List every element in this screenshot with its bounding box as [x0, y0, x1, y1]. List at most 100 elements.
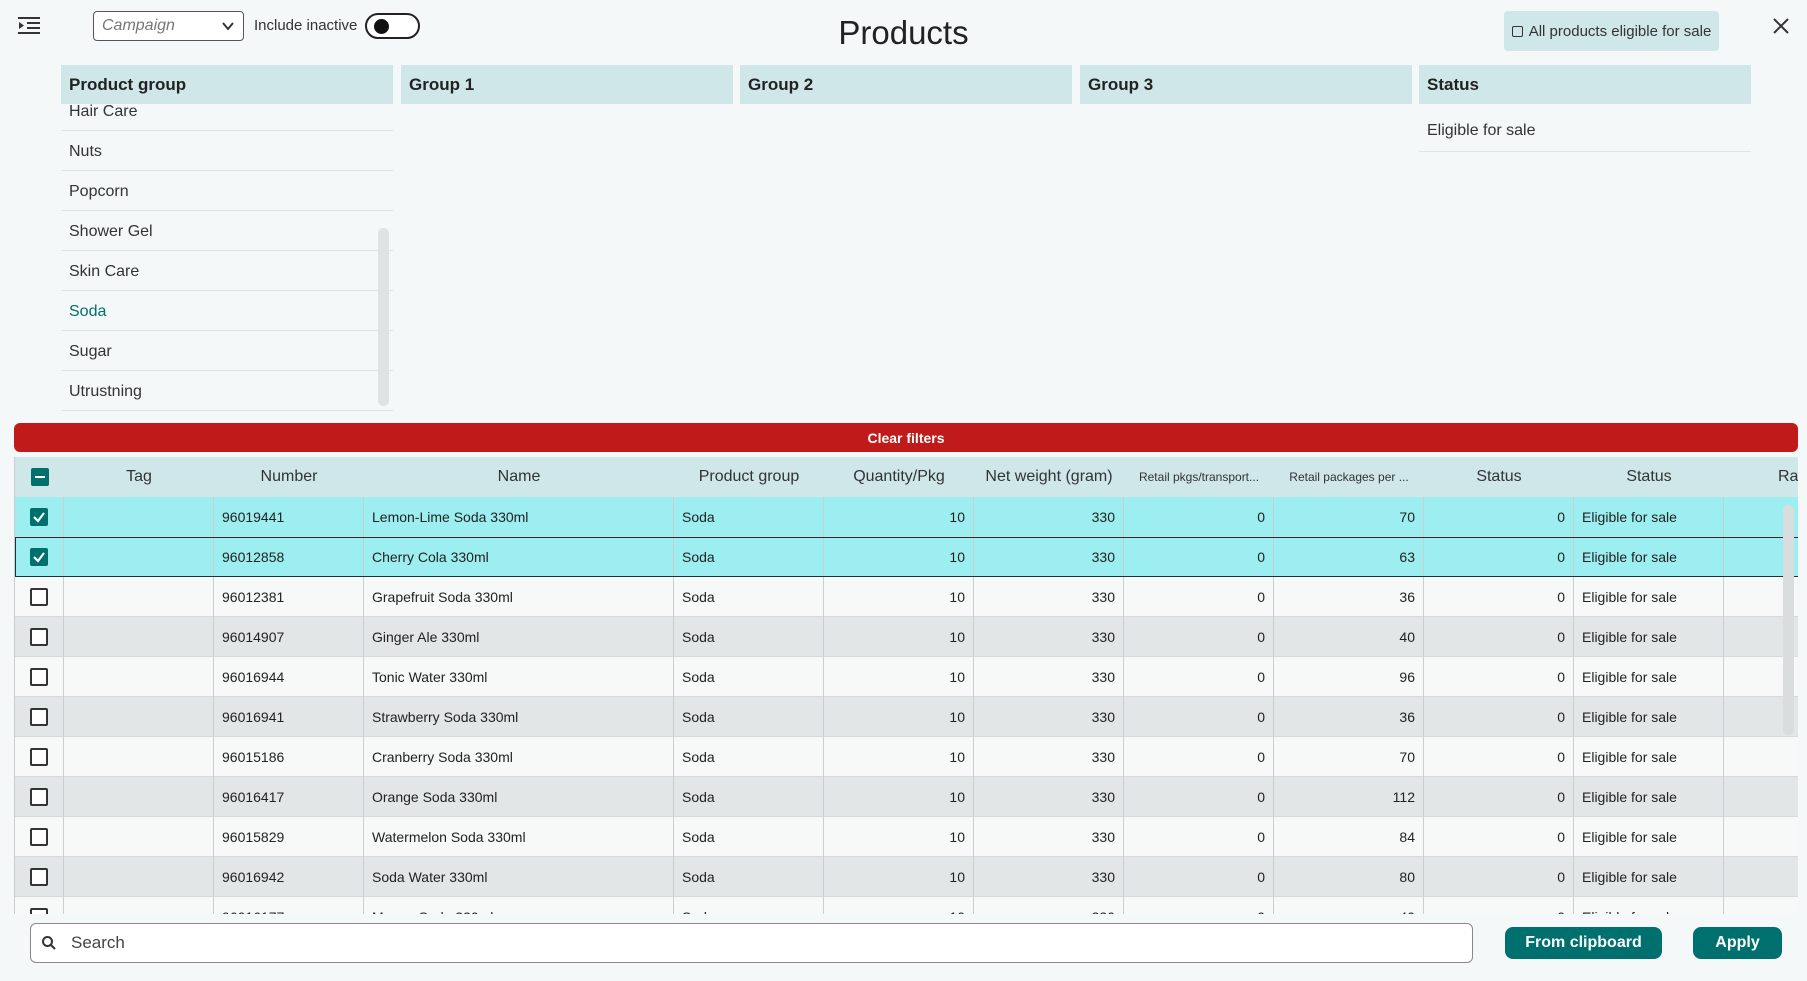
retail-transport-cell: 0 [1124, 577, 1274, 617]
group-cell: Soda [674, 577, 824, 617]
number-cell: 96016417 [214, 777, 364, 817]
product-group-scrollbar[interactable] [378, 228, 389, 406]
table-row[interactable]: 96016942 Soda Water 330ml Soda 10 330 0 80 0 Eli… [15, 857, 1798, 897]
indeterminate-icon [34, 476, 45, 478]
group-cell: Soda [674, 497, 824, 537]
select-all-checkbox[interactable] [30, 468, 49, 486]
table-row[interactable]: 96014907 Ginger Ale 330ml Soda 10 330 0 40 0 Eli… [15, 617, 1798, 657]
include-inactive-toggle[interactable] [365, 13, 420, 39]
all-eligible-button[interactable]: All products eligible for sale [1504, 11, 1719, 51]
row-checkbox[interactable] [30, 668, 48, 686]
status-header: Status [1419, 65, 1751, 104]
retail-per-cell: 36 [1274, 577, 1424, 617]
row-checkbox[interactable] [30, 548, 48, 566]
status-number-cell: 0 [1424, 857, 1574, 897]
retail-transport-cell: 0 [1124, 897, 1274, 914]
qty-cell: 10 [824, 657, 974, 697]
table-row[interactable]: 96016941 Strawberry Soda 330ml Soda 10 330 0 3… [15, 697, 1798, 737]
col-status[interactable]: Status [1626, 468, 1672, 485]
product-group-item[interactable]: Shower Gel [61, 211, 393, 251]
table-row[interactable]: 96019441 Lemon-Lime Soda 330ml Soda 10 330 0 7… [15, 497, 1798, 537]
status-number-cell: 0 [1424, 777, 1574, 817]
retail-transport-cell: 0 [1124, 817, 1274, 857]
status-number-cell: 0 [1424, 737, 1574, 777]
group1-column: Group 1 [401, 65, 733, 104]
product-group-item[interactable]: Utrustning [61, 371, 393, 411]
col-retail-packages-per[interactable]: Retail packages per ... [1289, 470, 1409, 484]
retail-transport-cell: 0 [1124, 737, 1274, 777]
col-retail-pkgs-transport[interactable]: Retail pkgs/transport... [1138, 470, 1260, 484]
product-group-list[interactable]: Hair Care Nuts Popcorn Shower Gel Skin Care S… [61, 104, 393, 416]
status-item-eligible[interactable]: Eligible for sale [1419, 112, 1751, 152]
product-group-item[interactable]: Soda [61, 291, 393, 331]
apply-button[interactable]: Apply [1693, 927, 1782, 959]
number-cell: 96015186 [214, 737, 364, 777]
row-checkbox[interactable] [30, 708, 48, 726]
search-input[interactable] [71, 933, 1462, 953]
close-icon[interactable] [1771, 16, 1791, 36]
search-field[interactable] [30, 923, 1473, 963]
name-cell: Strawberry Soda 330ml [364, 697, 674, 737]
from-clipboard-button[interactable]: From clipboard [1505, 927, 1662, 959]
ra-cell [1724, 777, 1798, 817]
col-product-group[interactable]: Product group [698, 468, 800, 485]
table-row[interactable]: 96016177Mango Soda 330mlSoda103300400Eli… [15, 897, 1798, 914]
campaign-select[interactable]: Campaign [93, 11, 244, 41]
col-status-number[interactable]: Status [1476, 468, 1522, 485]
retail-per-cell: 36 [1274, 697, 1424, 737]
number-cell: 96019441 [214, 497, 364, 537]
row-checkbox[interactable] [30, 828, 48, 846]
status-cell: Eligible for sale [1574, 577, 1724, 617]
name-cell: Soda Water 330ml [364, 857, 674, 897]
table-header: Tag Number Name Product group Quantity/P… [15, 457, 1798, 497]
name-cell: Watermelon Soda 330ml [364, 817, 674, 857]
table-scrollbar[interactable] [1783, 505, 1794, 735]
table-row[interactable]: 96012858 Cherry Cola 330ml Soda 10 330 0 63 0 El… [15, 537, 1798, 577]
table-row[interactable]: 96015829 Watermelon Soda 330ml Soda 10 330 0 8… [15, 817, 1798, 857]
table-body: 96019441 Lemon-Lime Soda 330ml Soda 10 330 0 7… [15, 497, 1798, 914]
clear-filters-button[interactable]: Clear filters [14, 423, 1798, 452]
col-name[interactable]: Name [497, 468, 541, 485]
product-group-item[interactable]: Skin Care [61, 251, 393, 291]
product-group-item[interactable]: Nuts [61, 131, 393, 171]
table-row[interactable]: 96012381 Grapefruit Soda 330ml Soda 10 330 0 3… [15, 577, 1798, 617]
product-group-item[interactable]: Sugar [61, 331, 393, 371]
tag-cell [64, 817, 214, 857]
row-checkbox[interactable] [30, 588, 48, 606]
menu-indent-icon[interactable] [18, 16, 40, 36]
retail-per-cell: 40 [1274, 897, 1424, 914]
status-cell: Eligible for sale [1574, 617, 1724, 657]
table-row[interactable]: 96016417 Orange Soda 330ml Soda 10 330 0 112 0 E… [15, 777, 1798, 817]
table-row[interactable]: 96015186 Cranberry Soda 330ml Soda 10 330 0 70… [15, 737, 1798, 777]
col-net-weight[interactable]: Net weight (gram) [985, 468, 1113, 485]
group-cell: Soda [674, 617, 824, 657]
row-checkbox[interactable] [30, 748, 48, 766]
col-ra[interactable]: Ra [1778, 468, 1798, 485]
col-quantity-pkg[interactable]: Quantity/Pkg [853, 468, 945, 485]
row-checkbox[interactable] [30, 508, 48, 526]
row-checkbox[interactable] [30, 868, 48, 886]
status-cell: Eligible for sale [1574, 897, 1724, 914]
row-checkbox[interactable] [30, 908, 48, 914]
product-group-item[interactable]: Popcorn [61, 171, 393, 211]
tag-cell [64, 577, 214, 617]
table-row[interactable]: 96016944 Tonic Water 330ml Soda 10 330 0 96 0 El… [15, 657, 1798, 697]
weight-cell: 330 [974, 577, 1124, 617]
retail-transport-cell: 0 [1124, 857, 1274, 897]
include-inactive-label: Include inactive [254, 17, 358, 34]
row-checkbox[interactable] [30, 628, 48, 646]
search-icon [42, 936, 56, 950]
name-cell: Mango Soda 330ml [364, 897, 674, 914]
col-number[interactable]: Number [260, 468, 318, 485]
row-checkbox-cell [15, 857, 64, 897]
products-table: Tag Number Name Product group Quantity/P… [14, 457, 1798, 914]
product-group-item[interactable]: Hair Care [61, 104, 393, 131]
weight-cell: 330 [974, 697, 1124, 737]
row-checkbox-cell [15, 777, 64, 817]
row-checkbox[interactable] [30, 788, 48, 806]
col-tag[interactable]: Tag [126, 468, 152, 485]
qty-cell: 10 [824, 497, 974, 537]
number-cell: 96016941 [214, 697, 364, 737]
retail-transport-cell: 0 [1124, 497, 1274, 537]
status-column: Status [1419, 65, 1751, 104]
